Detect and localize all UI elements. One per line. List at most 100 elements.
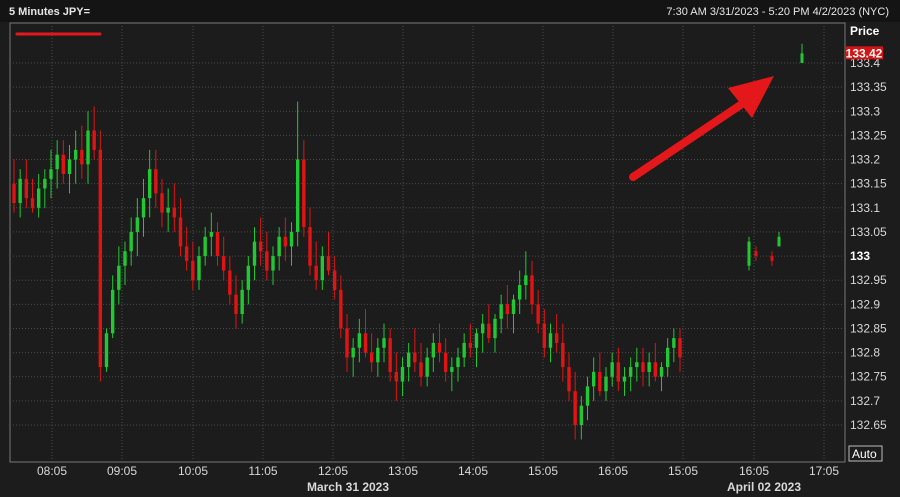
candle-body	[86, 130, 90, 165]
candle	[246, 256, 251, 305]
candle-body	[635, 362, 639, 368]
candle-body	[524, 275, 528, 286]
candle-body	[12, 183, 16, 203]
candle	[141, 178, 146, 237]
candle-body	[425, 357, 429, 377]
candle-body	[339, 289, 343, 329]
candle-body	[450, 367, 454, 372]
y-axis-title: Price	[850, 24, 880, 38]
candle-body	[777, 236, 781, 247]
candle-body	[61, 154, 66, 175]
candle-body	[258, 241, 263, 252]
candle-body	[754, 251, 758, 257]
candle	[332, 256, 337, 300]
candle	[110, 275, 115, 339]
header-bar	[0, 0, 900, 22]
candle-body	[573, 391, 577, 425]
candles	[12, 43, 804, 440]
candle	[277, 227, 281, 271]
candle	[18, 169, 22, 218]
candle	[172, 183, 177, 232]
candle-body	[209, 231, 214, 237]
candle-body	[203, 236, 207, 257]
candle-body	[252, 241, 257, 266]
candle	[499, 294, 503, 334]
candle	[363, 309, 368, 358]
candle-body	[283, 236, 288, 247]
candle-body	[357, 333, 362, 348]
candle	[234, 275, 238, 329]
y-tick-label: 133.3	[850, 104, 880, 118]
candle	[265, 231, 269, 281]
candle-body	[480, 323, 485, 334]
plot-frame	[9, 22, 846, 463]
candle	[203, 227, 207, 266]
candle	[777, 231, 781, 247]
candle-body	[505, 304, 510, 314]
date-label: April 02 2023	[727, 480, 801, 494]
candle	[622, 367, 627, 397]
candle-body	[604, 376, 608, 392]
candle-body	[184, 246, 189, 261]
candle	[388, 328, 392, 382]
candle-body	[487, 323, 491, 339]
candle	[530, 260, 534, 314]
candle-body	[24, 178, 29, 199]
candle	[252, 227, 257, 281]
candle-body	[73, 149, 78, 160]
candle-body	[493, 318, 497, 339]
candle	[542, 309, 547, 358]
y-tick-label: 133.25	[850, 128, 887, 142]
candle-body	[770, 256, 774, 261]
candle-body	[585, 386, 590, 406]
candle	[641, 347, 645, 387]
y-axis: 133.4 133.35 133.3 133.25 133.2 133.15 133.1 13…	[850, 56, 887, 432]
y-tick-label: 132.9	[850, 297, 880, 311]
candle	[382, 323, 386, 363]
candle-body	[135, 217, 140, 232]
candle-body	[240, 289, 244, 314]
candle	[604, 367, 608, 401]
candle	[573, 371, 577, 440]
candle	[289, 222, 294, 266]
candle-body	[369, 352, 374, 363]
candle	[92, 106, 96, 160]
candle	[24, 159, 29, 208]
x-tick-label: 09:05	[107, 464, 137, 478]
candle	[561, 323, 565, 382]
arrow-shaft	[629, 100, 746, 181]
candle	[610, 352, 614, 387]
candle	[117, 246, 121, 305]
candle-body	[678, 338, 682, 358]
candle-body	[104, 333, 109, 368]
candle-body	[579, 405, 584, 425]
candle	[443, 338, 448, 382]
candle	[147, 149, 152, 218]
candle	[135, 198, 140, 257]
candle-body	[468, 342, 473, 348]
candle	[770, 251, 774, 266]
candle-body	[456, 357, 460, 368]
candle	[197, 246, 201, 290]
candle-body	[110, 289, 115, 334]
candle	[178, 198, 183, 257]
date-label: March 31 2023	[307, 480, 389, 494]
candle	[413, 328, 417, 372]
x-tick-label: 15:05	[528, 464, 558, 478]
candle	[616, 347, 621, 392]
candle-body	[610, 362, 614, 377]
candle-body	[92, 130, 96, 150]
candle-body	[747, 241, 751, 266]
candle-body	[246, 265, 251, 290]
candle	[437, 323, 442, 363]
candle	[357, 318, 362, 363]
candle-body	[517, 285, 522, 300]
candle-body	[413, 352, 417, 363]
candle-body	[191, 260, 195, 281]
auto-scale-button[interactable]	[848, 445, 883, 462]
candle	[209, 212, 214, 257]
x-tick-label: 14:05	[458, 464, 488, 478]
candle-body	[567, 367, 571, 392]
candle-body	[234, 294, 238, 314]
